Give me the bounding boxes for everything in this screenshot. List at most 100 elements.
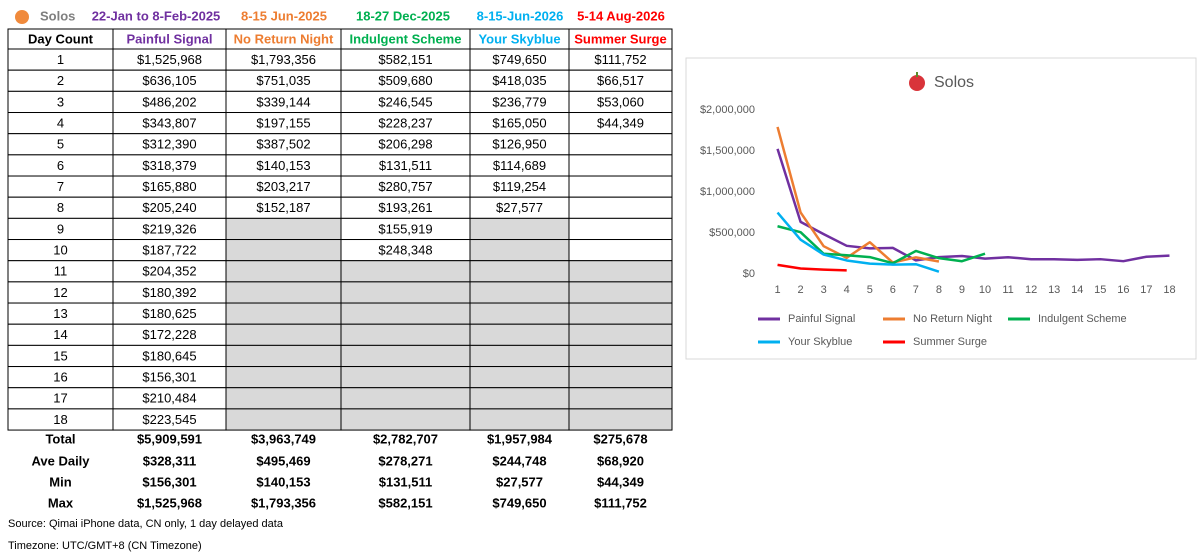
summary-text: $328,311 xyxy=(143,453,197,468)
summary-text: $27,577 xyxy=(496,474,543,489)
x-tick-label: 17 xyxy=(1140,284,1152,296)
cell xyxy=(568,387,673,410)
x-tick-label: 4 xyxy=(844,284,850,296)
summary-text: $275,678 xyxy=(593,431,647,446)
cell-text: $318,379 xyxy=(142,158,196,173)
cell-text: $53,060 xyxy=(597,94,644,109)
cell-text: 12 xyxy=(53,285,67,300)
x-tick-label: 13 xyxy=(1048,284,1060,296)
cell xyxy=(568,344,673,368)
cell xyxy=(340,281,471,304)
y-tick-label: $2,000,000 xyxy=(700,104,755,116)
column-header: Painful Signal xyxy=(127,31,213,46)
summary-text: $5,909,591 xyxy=(137,431,202,446)
legend-label: Your Skyblue xyxy=(788,336,852,348)
summary-text: $749,650 xyxy=(492,495,546,510)
cell xyxy=(469,217,570,241)
cell-text: $749,650 xyxy=(492,52,546,67)
cell xyxy=(340,387,471,410)
cell-text: 9 xyxy=(57,221,64,236)
summary-text: $1,957,984 xyxy=(487,431,553,446)
cell-text: $187,722 xyxy=(142,243,196,258)
cell xyxy=(568,217,673,241)
cell xyxy=(568,302,673,325)
cell-text: $165,050 xyxy=(492,116,546,131)
summary-text: $3,963,749 xyxy=(251,431,316,446)
cell-text: 17 xyxy=(53,391,67,406)
cell xyxy=(225,281,342,304)
cell xyxy=(340,260,471,283)
summary-text: $131,511 xyxy=(379,474,433,489)
cell-text: 2 xyxy=(57,73,64,88)
cell xyxy=(469,260,570,283)
cell-text: $152,187 xyxy=(256,200,310,215)
cell-text: $210,484 xyxy=(142,391,196,406)
cell xyxy=(469,387,570,410)
title-icon xyxy=(15,10,29,24)
cell xyxy=(340,323,471,346)
cell xyxy=(225,260,342,283)
cell xyxy=(568,196,673,219)
cell xyxy=(469,302,570,325)
x-tick-label: 8 xyxy=(936,284,942,296)
cell-text: $156,301 xyxy=(142,370,196,385)
cell xyxy=(225,366,342,389)
summary-text: $68,920 xyxy=(597,453,644,468)
chart-title: Solos xyxy=(934,74,974,91)
summary-text: $156,301 xyxy=(142,474,196,489)
x-tick-label: 2 xyxy=(798,284,804,296)
cell xyxy=(225,217,342,241)
cell-text: $114,689 xyxy=(493,158,546,173)
period-label: 8-15 Jun-2025 xyxy=(241,8,327,23)
cell-text: $219,326 xyxy=(142,221,196,236)
cell-text: $236,779 xyxy=(492,94,546,109)
cell-text: $387,502 xyxy=(256,137,310,152)
cell-text: $119,254 xyxy=(493,179,546,194)
series-line xyxy=(777,225,986,265)
y-tick-label: $500,000 xyxy=(709,227,755,239)
cell xyxy=(469,281,570,304)
period-label: 18-27 Dec-2025 xyxy=(356,8,450,23)
cell-text: $126,950 xyxy=(492,137,546,152)
x-tick-label: 18 xyxy=(1163,284,1175,296)
cell-text: 14 xyxy=(53,327,67,342)
period-label: 5-14 Aug-2026 xyxy=(577,8,665,23)
summary-text: $495,469 xyxy=(256,453,310,468)
cell-text: 3 xyxy=(57,94,64,109)
cell-text: $582,151 xyxy=(378,52,432,67)
cell xyxy=(225,323,342,346)
cell xyxy=(568,154,673,177)
column-header: No Return Night xyxy=(234,31,334,46)
cell-text: $280,757 xyxy=(378,179,432,194)
x-tick-label: 5 xyxy=(867,284,873,296)
cell-text: $180,392 xyxy=(142,285,196,300)
cell xyxy=(225,302,342,325)
legend-label: Summer Surge xyxy=(913,336,987,348)
legend-label: Painful Signal xyxy=(788,313,855,325)
cell-text: $180,625 xyxy=(142,306,196,321)
cell-text: $636,105 xyxy=(142,73,196,88)
cell-text: $312,390 xyxy=(142,137,196,152)
period-label: 22-Jan to 8-Feb-2025 xyxy=(92,8,221,23)
cell xyxy=(469,344,570,368)
cell-text: $1,525,968 xyxy=(137,52,202,67)
cell-text: $44,349 xyxy=(597,116,644,131)
cell-text: $140,153 xyxy=(256,158,310,173)
y-tick-label: $1,500,000 xyxy=(700,145,755,157)
cell-text: $339,144 xyxy=(256,94,310,109)
y-tick-label: $1,000,000 xyxy=(700,186,755,198)
summary-text: Min xyxy=(49,474,71,489)
summary-text: $1,525,968 xyxy=(137,495,202,510)
cell-text: $509,680 xyxy=(378,73,432,88)
cell-text: $228,237 xyxy=(378,116,432,131)
y-tick-label: $0 xyxy=(743,268,755,280)
cell-text: $204,352 xyxy=(142,264,196,279)
cell xyxy=(568,281,673,304)
cell xyxy=(340,302,471,325)
x-tick-label: 9 xyxy=(959,284,965,296)
cell-text: $203,217 xyxy=(256,179,310,194)
cell-text: 1 xyxy=(57,52,64,67)
cell-text: $418,035 xyxy=(492,73,546,88)
cell-text: $193,261 xyxy=(378,200,432,215)
